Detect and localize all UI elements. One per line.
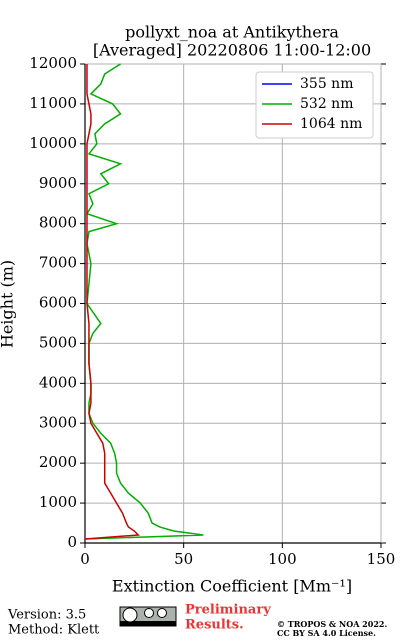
legend-label: 1064 nm [300, 116, 362, 132]
y-tick-label: 12000 [29, 54, 77, 72]
y-tick-label: 1000 [39, 493, 77, 511]
y-tick-label: 6000 [39, 294, 77, 312]
y-tick-label: 7000 [39, 254, 77, 272]
x-tick-label: 100 [268, 550, 297, 568]
license: CC BY SA 4.0 License. [277, 628, 376, 638]
legend-box [255, 71, 374, 139]
y-tick-label: 11000 [29, 94, 77, 112]
cc-logo [119, 606, 177, 627]
data-line [84, 64, 140, 540]
data-line [84, 63, 204, 540]
version: Version: 3.5 [7, 608, 86, 623]
legend-label: 532 nm [300, 96, 353, 112]
preliminary: Results. [185, 618, 244, 633]
y-tick-label: 3000 [39, 413, 77, 431]
preliminary: Preliminary [185, 603, 271, 618]
copyright: © TROPOS & NOA 2022. [277, 619, 387, 629]
logo-circle [144, 608, 154, 618]
logo-circle [157, 608, 167, 618]
legend: 355 nm 532 nm 1064 nm [255, 71, 374, 139]
x-tick-label: 50 [174, 550, 193, 568]
y-tick-label: 2000 [39, 453, 77, 471]
y-tick-label: 10000 [29, 134, 77, 152]
logo-circle [122, 607, 138, 623]
chart-title: pollyxt_noa at Antikythera [125, 23, 339, 42]
method: Method: Klett [8, 623, 100, 638]
x-axis-label: Extinction Coefficient [Mm⁻¹] [112, 577, 352, 596]
y-tick-label: 0 [67, 533, 77, 551]
legend-label: 355 nm [300, 76, 353, 92]
x-tick-label: 150 [367, 550, 396, 568]
x-tick-label: 0 [80, 550, 90, 568]
chart-subtitle: [Averaged] 20220806 11:00-12:00 [93, 41, 371, 60]
y-tick-label: 4000 [39, 373, 77, 391]
y-tick-label: 8000 [39, 214, 77, 232]
y-tick-label: 5000 [39, 333, 77, 351]
y-axis-label: Height (m) [0, 260, 17, 348]
logo-band [120, 621, 176, 626]
y-tick-label: 9000 [39, 174, 77, 192]
